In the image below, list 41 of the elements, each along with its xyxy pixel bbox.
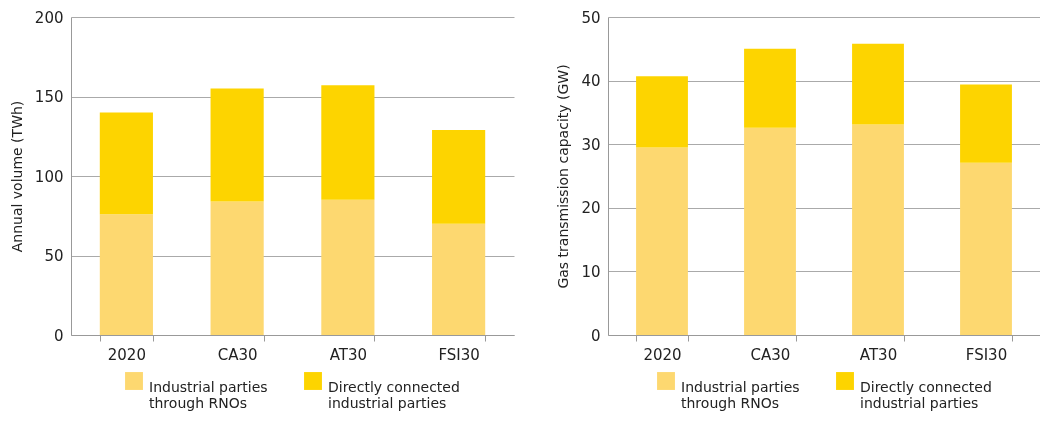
x-tick-label: CA30 [750, 345, 791, 364]
bar [210, 88, 264, 202]
bar [321, 199, 375, 335]
bar [744, 48, 796, 128]
x-tick-label: CA30 [217, 345, 258, 364]
x-tick-label: FSI30 [965, 345, 1008, 364]
y-tick-label: 50 [44, 247, 64, 265]
x-tick-label: 2020 [107, 345, 146, 364]
bar [636, 76, 688, 148]
y-tick-label: 50 [581, 8, 601, 27]
bar [744, 127, 796, 335]
y-tick-label: 0 [53, 326, 64, 345]
legend-label: Industrial parties through RNOs [149, 379, 268, 411]
bar [852, 43, 904, 125]
bar [636, 147, 688, 335]
x-tick-label: AT30 [859, 345, 898, 364]
y-tick-label: 0 [590, 326, 601, 345]
y-tick-label: 20 [581, 199, 601, 218]
bar [99, 112, 153, 215]
y-axis-title: Gas transmission capacity (GW) [555, 64, 572, 289]
bar [960, 162, 1012, 335]
legend-label: Directly connected industrial parties [860, 379, 992, 411]
y-tick-label: 200 [34, 8, 64, 27]
y-tick-label: 10 [581, 262, 601, 281]
x-tick-label: FSI30 [438, 345, 480, 364]
bar [321, 85, 375, 200]
y-tick-label: 40 [581, 72, 601, 91]
y-tick-label: 100 [34, 167, 64, 186]
y-tick-label: 30 [581, 135, 601, 154]
legend-label: Directly connected industrial parties [328, 379, 460, 411]
x-tick-label: AT30 [329, 345, 368, 364]
bar [432, 129, 486, 224]
bar [99, 214, 153, 335]
y-axis-title: Annual volume (TWh) [8, 100, 25, 253]
x-tick-label: 2020 [643, 345, 682, 364]
bar [960, 84, 1012, 163]
y-tick-label: 150 [34, 88, 64, 106]
bar [210, 201, 264, 335]
legend-label: Industrial parties through RNOs [681, 379, 800, 411]
bar [852, 124, 904, 335]
bar [432, 223, 486, 335]
